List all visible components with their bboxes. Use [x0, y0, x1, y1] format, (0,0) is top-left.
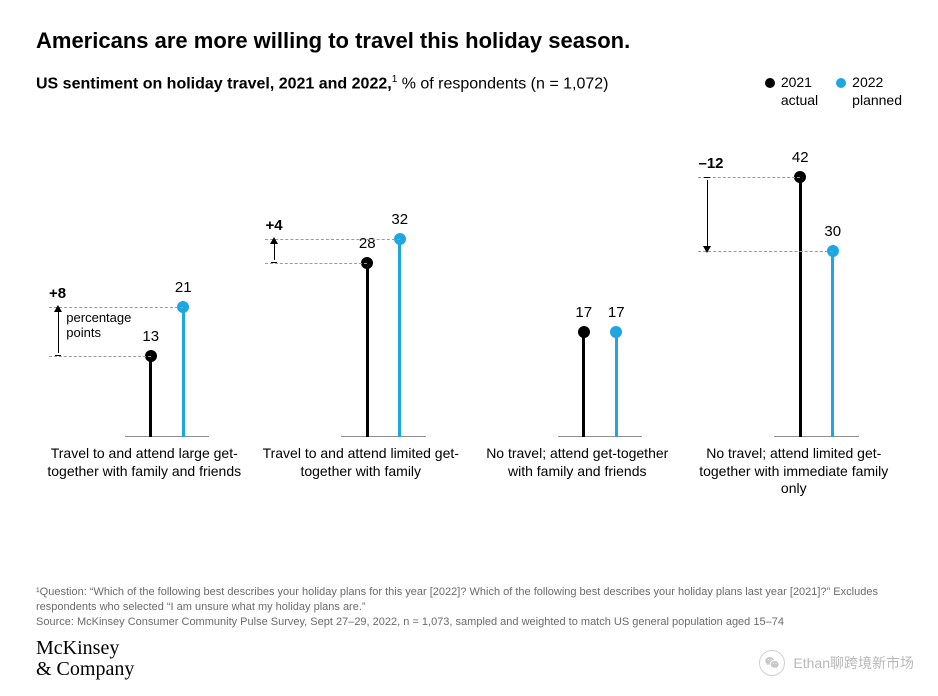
- delta-label: +8: [49, 285, 66, 302]
- legend: 2021 actual 2022 planned: [765, 74, 902, 109]
- lollipop-ball: [610, 326, 622, 338]
- value-label: 30: [821, 223, 845, 240]
- delta-dash: [49, 356, 151, 357]
- arrow-base-tick: [55, 355, 61, 356]
- lollipop-stem: [182, 307, 185, 437]
- legend-label: 2022: [852, 74, 902, 92]
- baseline: [774, 436, 858, 437]
- wechat-watermark: Ethan聊跨境新市场: [759, 650, 914, 676]
- chart-group: 1717No travel; attend get-together with …: [469, 117, 686, 517]
- chart-title: Americans are more willing to travel thi…: [36, 28, 902, 54]
- logo-line: McKinsey: [36, 638, 134, 659]
- delta-arrow: [707, 180, 708, 248]
- plot: 13 21 +8percentage points: [36, 117, 253, 437]
- value-label: 21: [171, 279, 195, 296]
- wechat-icon: [759, 650, 785, 676]
- delta-dash: [49, 307, 183, 308]
- delta-sub-label: percentage points: [66, 311, 131, 341]
- legend-label: actual: [781, 92, 818, 110]
- arrow-head-up-icon: [54, 305, 62, 312]
- value-label: 32: [388, 211, 412, 228]
- chart-group: 2832+4Travel to and attend limited get-t…: [253, 117, 470, 517]
- baseline: [341, 436, 425, 437]
- delta-arrow: [58, 310, 59, 354]
- subtitle-rest: % of respondents (n = 1,072): [397, 75, 608, 92]
- legend-item-2021: 2021 actual: [765, 74, 818, 109]
- baseline: [125, 436, 209, 437]
- category-label: Travel to and attend large get-together …: [44, 445, 245, 480]
- value-label: 13: [139, 328, 163, 345]
- plot: 1717: [469, 117, 686, 437]
- delta-dash: [698, 177, 800, 178]
- legend-dot-2022: [836, 78, 846, 88]
- arrow-head-up-icon: [270, 237, 278, 244]
- arrow-head-down-icon: [703, 246, 711, 253]
- lollipop-stem: [831, 251, 834, 437]
- delta-label: –12: [698, 155, 723, 172]
- arrow-base-tick: [704, 177, 710, 178]
- arrow-base-tick: [271, 262, 277, 263]
- lollipop-stem: [799, 177, 802, 437]
- lollipop-stem: [398, 239, 401, 437]
- legend-item-2022: 2022 planned: [836, 74, 902, 109]
- plot: 42 30 –12: [686, 117, 903, 437]
- delta-label: +4: [265, 217, 282, 234]
- chart-group: 42 30 –12 No travel; attend limited get-tog…: [686, 117, 903, 517]
- logo-line: & Company: [36, 659, 134, 680]
- chart-group: 13 21 +8percentage points Travel to and att…: [36, 117, 253, 517]
- delta-arrow: [274, 242, 275, 261]
- lollipop-stem: [366, 263, 369, 437]
- baseline: [558, 436, 642, 437]
- value-label: 42: [788, 149, 812, 166]
- subtitle-bold: US sentiment on holiday travel, 2021 and…: [36, 75, 392, 92]
- footnote: ¹Question: “Which of the following best …: [36, 585, 902, 630]
- lollipop-stem: [149, 356, 152, 437]
- footnote-line: ¹Question: “Which of the following best …: [36, 585, 902, 615]
- category-label: No travel; attend get-together with fami…: [477, 445, 678, 480]
- chart-subtitle: US sentiment on holiday travel, 2021 and…: [36, 74, 609, 93]
- category-label: Travel to and attend limited get-togethe…: [261, 445, 462, 480]
- delta-dash: [265, 239, 399, 240]
- legend-dot-2021: [765, 78, 775, 88]
- legend-label: 2021: [781, 74, 818, 92]
- value-label: 17: [604, 304, 628, 321]
- category-label: No travel; attend limited get-together w…: [694, 445, 895, 498]
- delta-dash: [698, 251, 832, 252]
- legend-label: planned: [852, 92, 902, 110]
- footnote-line: Source: McKinsey Consumer Community Puls…: [36, 615, 902, 630]
- lollipop-ball: [578, 326, 590, 338]
- chart-area: 13 21 +8percentage points Travel to and att…: [36, 117, 902, 517]
- watermark-text: Ethan聊跨境新市场: [793, 653, 914, 673]
- plot: 2832+4: [253, 117, 470, 437]
- lollipop-stem: [615, 332, 618, 437]
- mckinsey-logo: McKinsey & Company: [36, 638, 134, 680]
- delta-dash: [265, 263, 367, 264]
- lollipop-stem: [582, 332, 585, 437]
- value-label: 17: [572, 304, 596, 321]
- subheader-row: US sentiment on holiday travel, 2021 and…: [36, 74, 902, 109]
